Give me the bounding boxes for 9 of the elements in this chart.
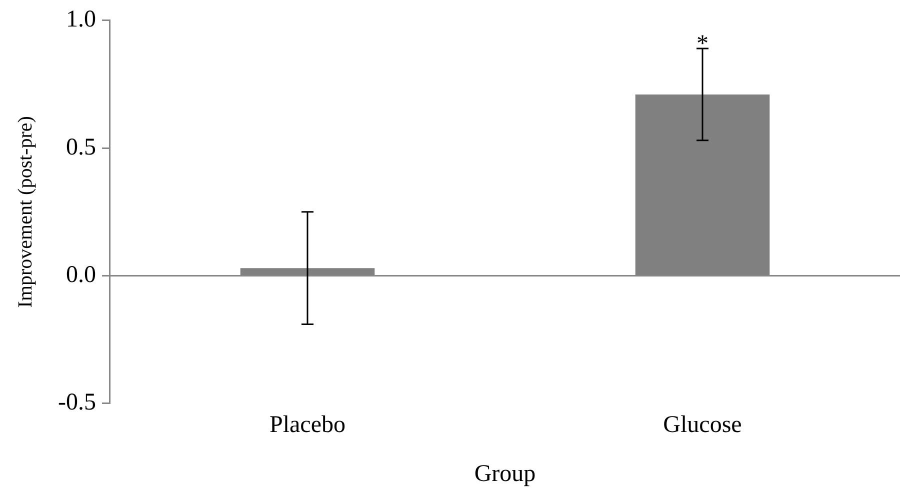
- annotation: *: [696, 30, 708, 57]
- y-axis-title: Improvement (post-pre): [14, 116, 36, 308]
- y-tick-label: 0.5: [66, 134, 96, 160]
- x-axis-title: Group: [474, 460, 536, 487]
- y-tick-label: 1.0: [66, 6, 96, 33]
- x-tick-label: Glucose: [663, 412, 742, 438]
- y-tick-label: -0.5: [58, 390, 96, 416]
- x-tick-label: Placebo: [270, 412, 346, 438]
- y-tick-label: 0.0: [66, 262, 96, 288]
